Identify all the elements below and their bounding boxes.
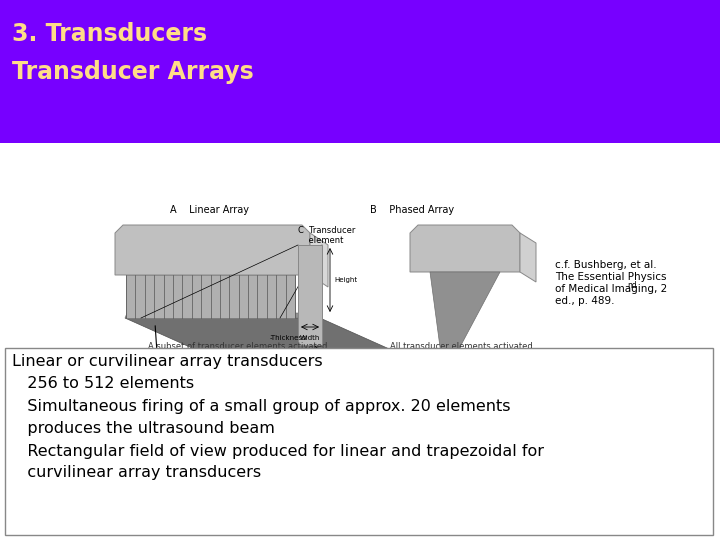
Text: The Essential Physics: The Essential Physics — [555, 272, 667, 282]
Text: C  Transducer: C Transducer — [298, 226, 356, 235]
Text: element: element — [298, 236, 343, 245]
Polygon shape — [125, 313, 322, 318]
Text: Rectangular field of view produced for linear and trapezoidal for: Rectangular field of view produced for l… — [12, 444, 544, 458]
Text: c.f. Bushberg, et al.: c.f. Bushberg, et al. — [555, 260, 657, 270]
Text: curvilinear array transducers: curvilinear array transducers — [12, 465, 261, 481]
Text: of Medical Imaging, 2: of Medical Imaging, 2 — [555, 284, 667, 294]
Bar — [438, 360, 458, 372]
Polygon shape — [115, 225, 310, 275]
Text: Simultaneous firing of a small group of approx. 20 elements: Simultaneous firing of a small group of … — [12, 399, 510, 414]
Polygon shape — [430, 272, 500, 362]
Text: All transducer elements activated: All transducer elements activated — [390, 342, 533, 351]
Text: 256 to 512 elements: 256 to 512 elements — [12, 376, 194, 391]
Bar — [298, 245, 322, 345]
Text: Linear or curvilinear array transducers: Linear or curvilinear array transducers — [12, 354, 323, 369]
Polygon shape — [310, 233, 328, 287]
Bar — [126, 275, 295, 318]
Text: ed., p. 489.: ed., p. 489. — [555, 296, 614, 306]
Polygon shape — [125, 318, 510, 403]
Text: -Thickness: -Thickness — [270, 335, 307, 341]
Text: A    Linear Array: A Linear Array — [170, 205, 249, 215]
Bar — [5, 348, 713, 535]
Bar — [0, 0, 720, 143]
Text: A subset of transducer elements activated: A subset of transducer elements activate… — [148, 342, 328, 351]
Text: produces the ultrasound beam: produces the ultrasound beam — [12, 421, 275, 436]
Polygon shape — [410, 225, 520, 272]
Text: Width: Width — [300, 335, 320, 341]
Text: Transducer Arrays: Transducer Arrays — [12, 60, 253, 84]
Text: nd: nd — [627, 281, 636, 290]
Text: 3. Transducers: 3. Transducers — [12, 22, 207, 46]
Text: B    Phased Array: B Phased Array — [370, 205, 454, 215]
Text: Height: Height — [334, 277, 357, 283]
Polygon shape — [520, 233, 536, 282]
